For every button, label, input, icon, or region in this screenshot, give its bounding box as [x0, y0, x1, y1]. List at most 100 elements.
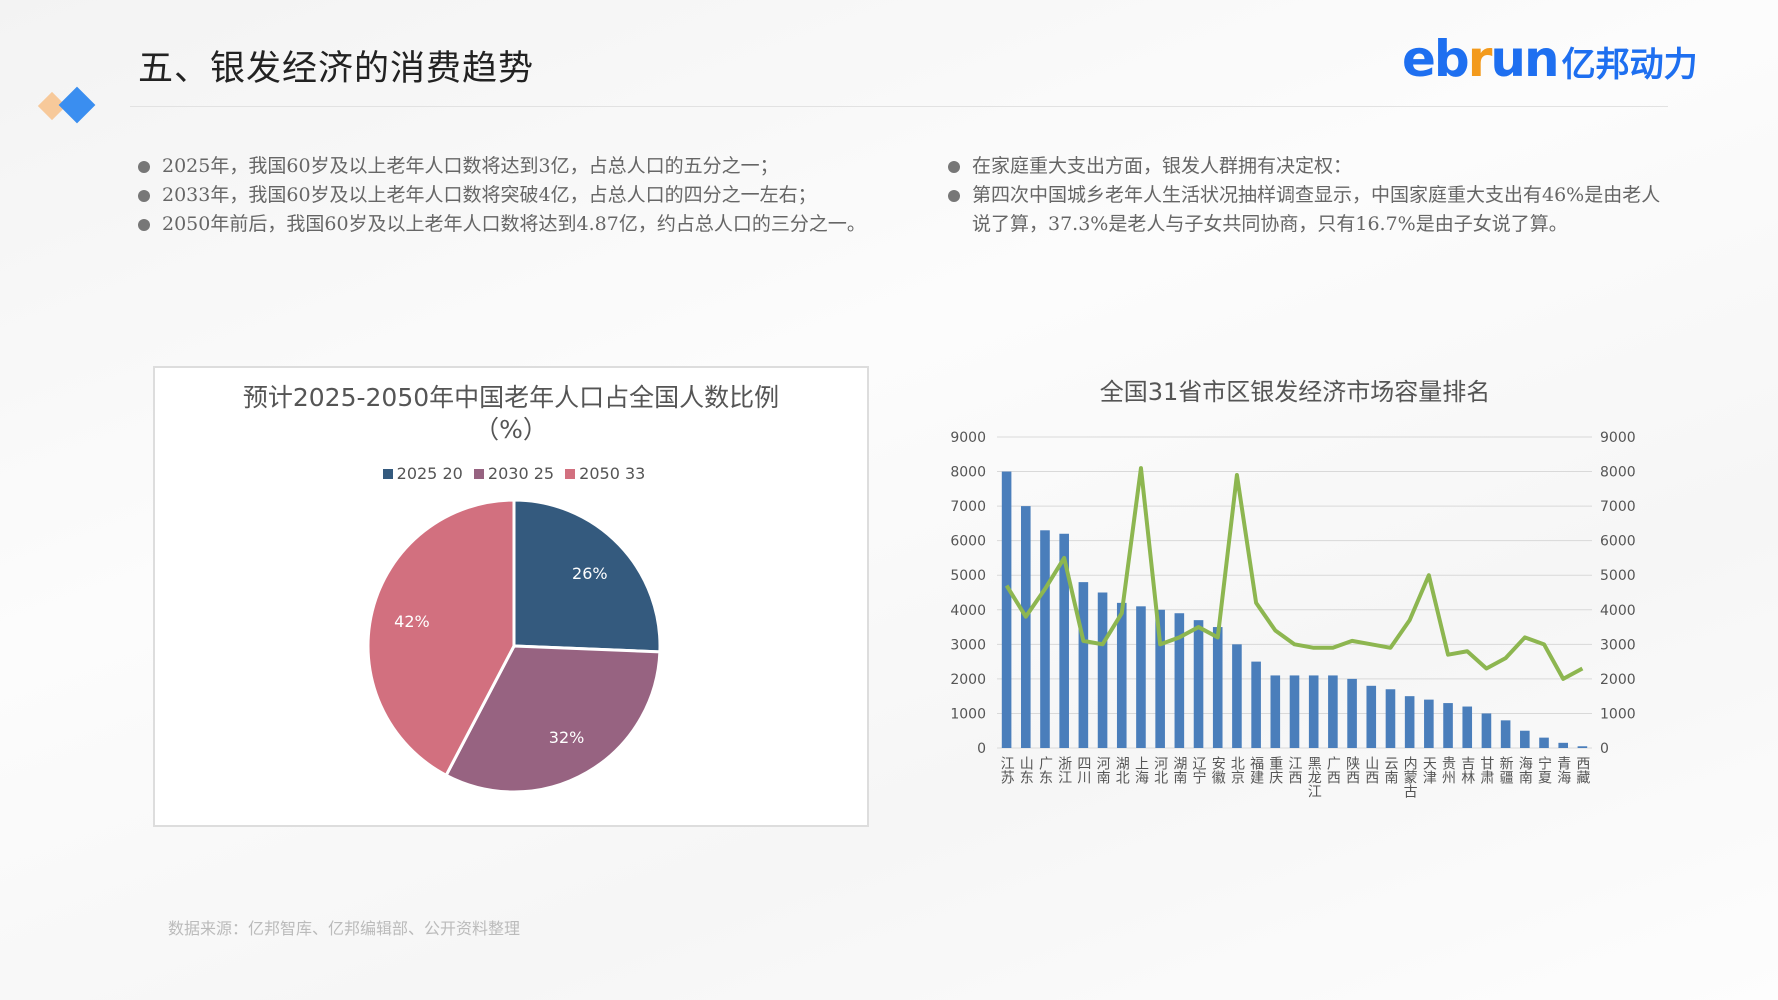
x-tick-label: 青海 — [1555, 756, 1571, 784]
pie-data-label: 42% — [394, 612, 430, 631]
bar-安徽 — [1212, 627, 1223, 748]
line-series — [1004, 466, 1584, 681]
bar-山东 — [1020, 506, 1031, 748]
x-tick-label: 北京 — [1229, 756, 1245, 784]
x-tick-label: 山东 — [1018, 756, 1034, 784]
bar-chart-title: 全国31省市区银发经济市场容量排名 — [1099, 378, 1491, 406]
y-tick-left: 9000 — [950, 430, 986, 446]
y-tick-right: 2000 — [1600, 672, 1636, 688]
bar-吉林 — [1462, 706, 1473, 748]
pie-data-label: 32% — [549, 728, 585, 747]
bar-新疆 — [1500, 720, 1511, 748]
x-tick-label: 上海 — [1133, 756, 1149, 784]
x-tick-label: 湖北 — [1114, 756, 1130, 785]
bar-湖北 — [1116, 602, 1127, 748]
x-tick-label: 内蒙古 — [1402, 756, 1418, 798]
ebrun-logo: ebrun 亿邦动力 — [1402, 30, 1698, 88]
x-tick-label: 河北 — [1152, 756, 1168, 785]
bar-黑龙江 — [1308, 675, 1319, 748]
footnote: 数据来源：亿邦智库、亿邦编辑部、公开资料整理 — [168, 919, 521, 938]
bar-上海 — [1136, 606, 1146, 748]
pie-slice-2030 — [444, 644, 662, 794]
legend-swatch-2025 — [382, 469, 393, 479]
bar-北京 — [1232, 644, 1242, 748]
bar-天津 — [1424, 699, 1434, 748]
left-bullet-list: 2025年，我国60岁及以上老年人口数将达到3亿，占总人口的五分之一； 2033… — [138, 152, 908, 239]
bar-湖南 — [1174, 613, 1185, 748]
pie-chart: 26% 32% 42% — [366, 498, 662, 794]
bar-海南 — [1520, 730, 1530, 748]
bar-内蒙古 — [1404, 696, 1415, 748]
pie-slice-2050 — [366, 498, 516, 778]
pie-data-label: 26% — [572, 564, 608, 583]
y-tick-right: 0 — [1600, 741, 1609, 757]
x-tick-label: 辽宁 — [1191, 756, 1207, 784]
bar-云南 — [1385, 689, 1396, 748]
x-tick-label: 河南 — [1095, 756, 1111, 784]
header-divider — [130, 106, 1668, 107]
x-tick-label: 江西 — [1287, 756, 1303, 784]
y-tick-right: 9000 — [1600, 430, 1636, 446]
bar-福建 — [1251, 661, 1261, 748]
bullet-item: 第四次中国城乡老年人生活状况抽样调查显示，中国家庭重大支出有46%是由老人说了算… — [948, 181, 1663, 239]
bar-宁夏 — [1539, 737, 1549, 748]
bar-河北 — [1155, 609, 1165, 748]
x-tick-label: 新疆 — [1498, 756, 1514, 784]
y-tick-right: 3000 — [1600, 637, 1636, 653]
bar-陕西 — [1347, 678, 1357, 748]
x-tick-label: 福建 — [1248, 756, 1264, 785]
x-tick-label: 重庆 — [1267, 756, 1283, 784]
y-tick-left: 6000 — [950, 534, 986, 550]
bar-江西 — [1289, 675, 1300, 748]
x-tick-label: 黑龙江 — [1306, 756, 1322, 798]
bar-辽宁 — [1193, 620, 1204, 748]
x-tick-label: 宁夏 — [1536, 755, 1552, 784]
x-tick-label: 安徽 — [1210, 756, 1226, 784]
bar-广西 — [1328, 675, 1338, 748]
bullet-item: 2033年，我国60岁及以上老年人口数将突破4亿，占总人口的四分之一左右； — [138, 181, 908, 210]
y-tick-right: 4000 — [1600, 603, 1636, 619]
x-tick-label: 陕西 — [1344, 756, 1360, 784]
x-tick-label: 吉林 — [1459, 756, 1475, 784]
y-tick-left: 3000 — [950, 637, 986, 653]
bar-江苏 — [1001, 471, 1012, 748]
y-tick-right: 5000 — [1600, 568, 1636, 584]
x-tick-label: 天津 — [1421, 756, 1437, 784]
bar-青海 — [1558, 742, 1569, 748]
x-tick-label: 湖南 — [1171, 756, 1187, 784]
pie-chart-title: 预计2025-2050年中国老年人口占全国人数比例 （%） — [155, 382, 867, 446]
legend-2025: 2025 20 — [396, 464, 463, 483]
x-tick-label: 广东 — [1037, 756, 1053, 784]
y-tick-left: 7000 — [950, 499, 986, 515]
y-tick-left: 0 — [977, 741, 986, 757]
x-tick-label: 西藏 — [1574, 756, 1590, 784]
bar-重庆 — [1270, 675, 1281, 748]
bullet-item: 在家庭重大支出方面，银发人群拥有决定权： — [948, 152, 1663, 181]
legend-swatch-2050 — [565, 469, 576, 479]
y-tick-right: 1000 — [1600, 706, 1636, 722]
right-bullet-list: 在家庭重大支出方面，银发人群拥有决定权： 第四次中国城乡老年人生活状况抽样调查显… — [948, 152, 1663, 239]
x-tick-label: 甘肃 — [1478, 756, 1494, 784]
bar-西藏 — [1577, 746, 1588, 748]
x-tick-label: 山西 — [1363, 756, 1379, 784]
y-tick-right: 8000 — [1600, 465, 1636, 481]
x-tick-label: 四川 — [1075, 756, 1091, 784]
x-tick-label: 海南 — [1517, 756, 1533, 784]
legend-2030: 2030 25 — [487, 464, 555, 483]
page-title: 五、银发经济的消费趋势 — [138, 49, 535, 89]
bar-广东 — [1040, 530, 1050, 748]
legend-2050: 2050 33 — [579, 464, 646, 483]
bar-贵州 — [1443, 703, 1453, 748]
y-tick-right: 6000 — [1600, 534, 1636, 550]
bullet-item: 2025年，我国60岁及以上老年人口数将达到3亿，占总人口的五分之一； — [138, 152, 908, 181]
y-tick-left: 1000 — [950, 706, 986, 722]
pie-subtitle: （%） — [474, 415, 548, 444]
bar-四川 — [1078, 582, 1089, 748]
y-tick-right: 7000 — [1600, 499, 1636, 515]
pie-slice-2025 — [512, 498, 662, 654]
bar-河南 — [1097, 592, 1108, 748]
x-tick-label: 江苏 — [999, 756, 1015, 785]
legend-swatch-2030 — [473, 469, 484, 479]
bullet-item: 2050年前后，我国60岁及以上老年人口数将达到4.87亿，约占总人口的三分之一… — [138, 210, 908, 239]
